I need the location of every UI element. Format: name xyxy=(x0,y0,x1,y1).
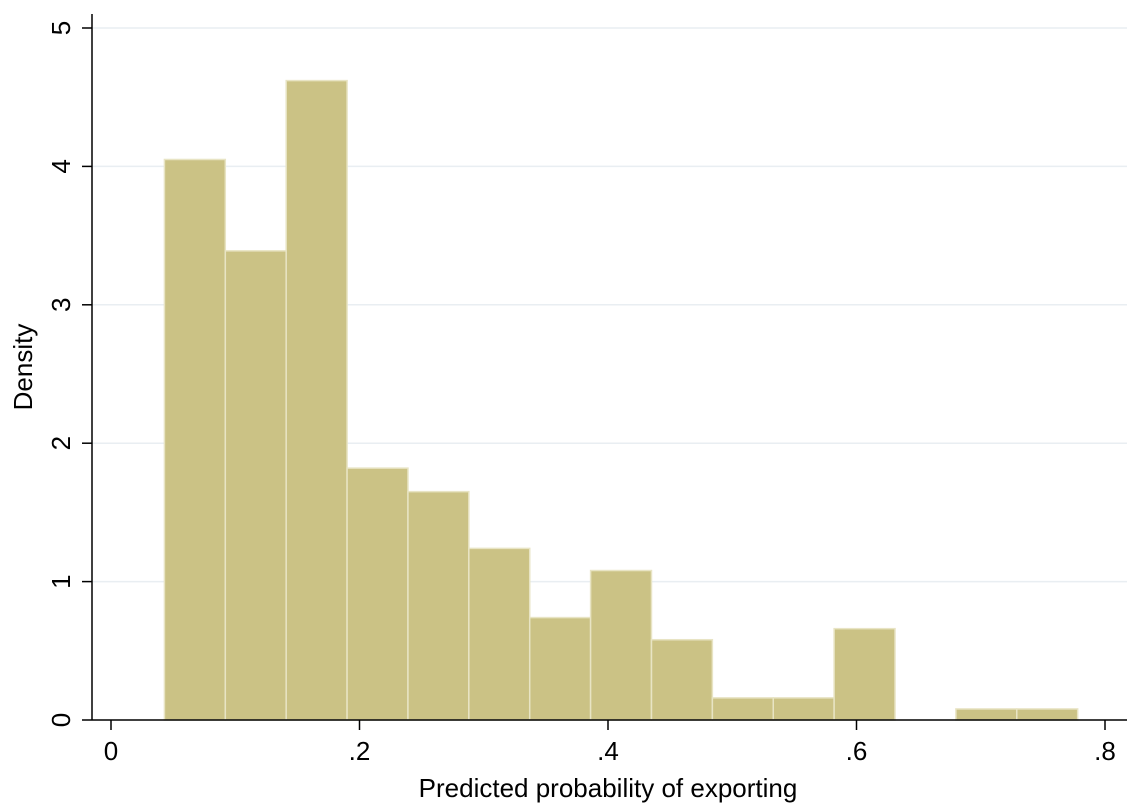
y-tick-label-1: 1 xyxy=(46,574,76,588)
histogram-bar-9 xyxy=(711,697,775,721)
y-tick-label-5: 5 xyxy=(46,21,76,35)
histogram-bar-0 xyxy=(163,158,227,721)
histogram-bar-1 xyxy=(224,250,287,721)
y-tick-label-3: 3 xyxy=(46,298,76,312)
histogram-bar-14 xyxy=(1016,708,1079,721)
histogram-bar-7 xyxy=(589,569,653,721)
histogram-bar-11 xyxy=(833,627,896,721)
x-tick-label-0: 0 xyxy=(104,736,118,766)
y-axis-title: Density xyxy=(8,324,38,411)
histogram-bars xyxy=(163,79,1079,721)
tick-marks xyxy=(82,27,1106,730)
histogram-bar-4 xyxy=(407,490,470,721)
histogram-bar-10 xyxy=(772,697,835,721)
histogram-bar-13 xyxy=(955,708,1018,721)
histogram-bar-3 xyxy=(346,467,409,721)
x-axis-title: Predicted probability of exporting xyxy=(419,773,798,803)
histogram-bar-6 xyxy=(528,616,592,721)
axes xyxy=(91,14,1127,721)
tick-labels: 0 1 2 3 4 5 0 .2 .4 .6 .8 xyxy=(46,21,1116,766)
histogram-bar-2 xyxy=(285,79,348,721)
x-tick-label-3: .6 xyxy=(846,736,868,766)
y-tick-label-2: 2 xyxy=(46,436,76,450)
x-tick-label-4: .8 xyxy=(1094,736,1116,766)
y-tick-label-4: 4 xyxy=(46,159,76,173)
x-tick-label-1: .2 xyxy=(349,736,371,766)
x-tick-label-2: .4 xyxy=(597,736,619,766)
histogram-bar-8 xyxy=(650,638,714,721)
histogram-bar-5 xyxy=(468,547,531,721)
y-tick-label-0: 0 xyxy=(46,713,76,727)
